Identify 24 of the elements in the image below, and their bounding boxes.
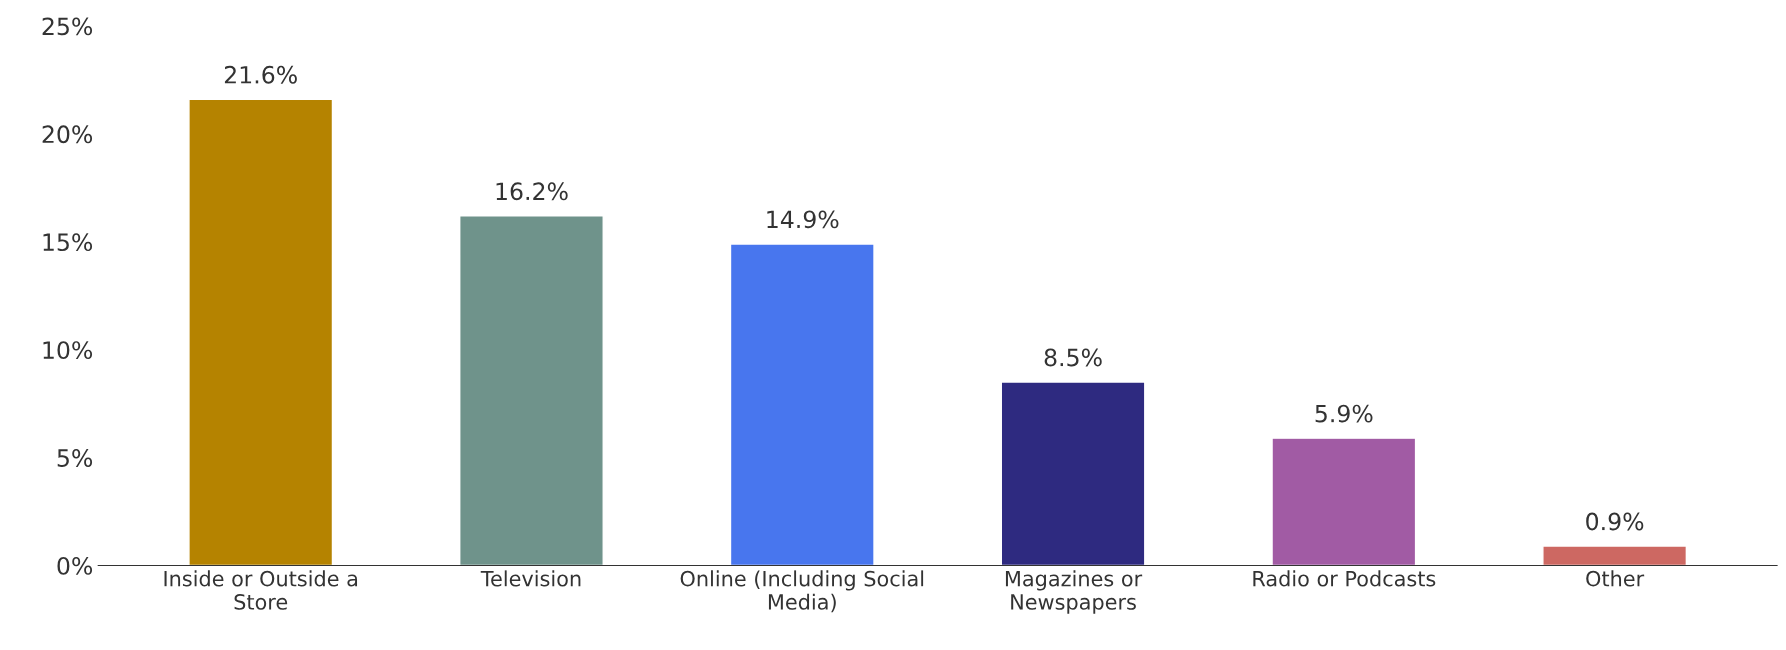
- x-tick-label: Inside or Outside a Store: [164, 570, 358, 610]
- bar: [459, 215, 604, 566]
- bar: [1000, 381, 1146, 566]
- bar: [1271, 437, 1417, 566]
- x-tick-label: Online (Including Social Media): [680, 570, 924, 613]
- bar: [1542, 545, 1688, 566]
- x-tick-label: Television: [480, 570, 581, 587]
- data-label: 16.2%: [496, 182, 568, 201]
- y-tick-label: 20%: [42, 125, 93, 144]
- bar: [729, 243, 875, 566]
- bar: [188, 98, 334, 566]
- data-label: 14.9%: [767, 210, 839, 229]
- data-label: 21.6%: [224, 65, 297, 84]
- y-tick-label: 0%: [57, 556, 93, 575]
- data-label: 0.9%: [1586, 512, 1644, 531]
- data-label: 8.5%: [1044, 348, 1102, 367]
- x-tick-label: Magazines or Newspapers: [1005, 570, 1143, 614]
- y-tick-label: 10%: [43, 341, 93, 360]
- y-tick-label: 5%: [57, 449, 93, 467]
- y-tick-label: 25%: [42, 17, 93, 36]
- y-tick-label: 15%: [43, 233, 93, 252]
- x-tick-label: Radio or Podcasts: [1253, 570, 1436, 587]
- data-label: 5.9%: [1315, 404, 1373, 423]
- x-tick-label: Other: [1586, 570, 1645, 587]
